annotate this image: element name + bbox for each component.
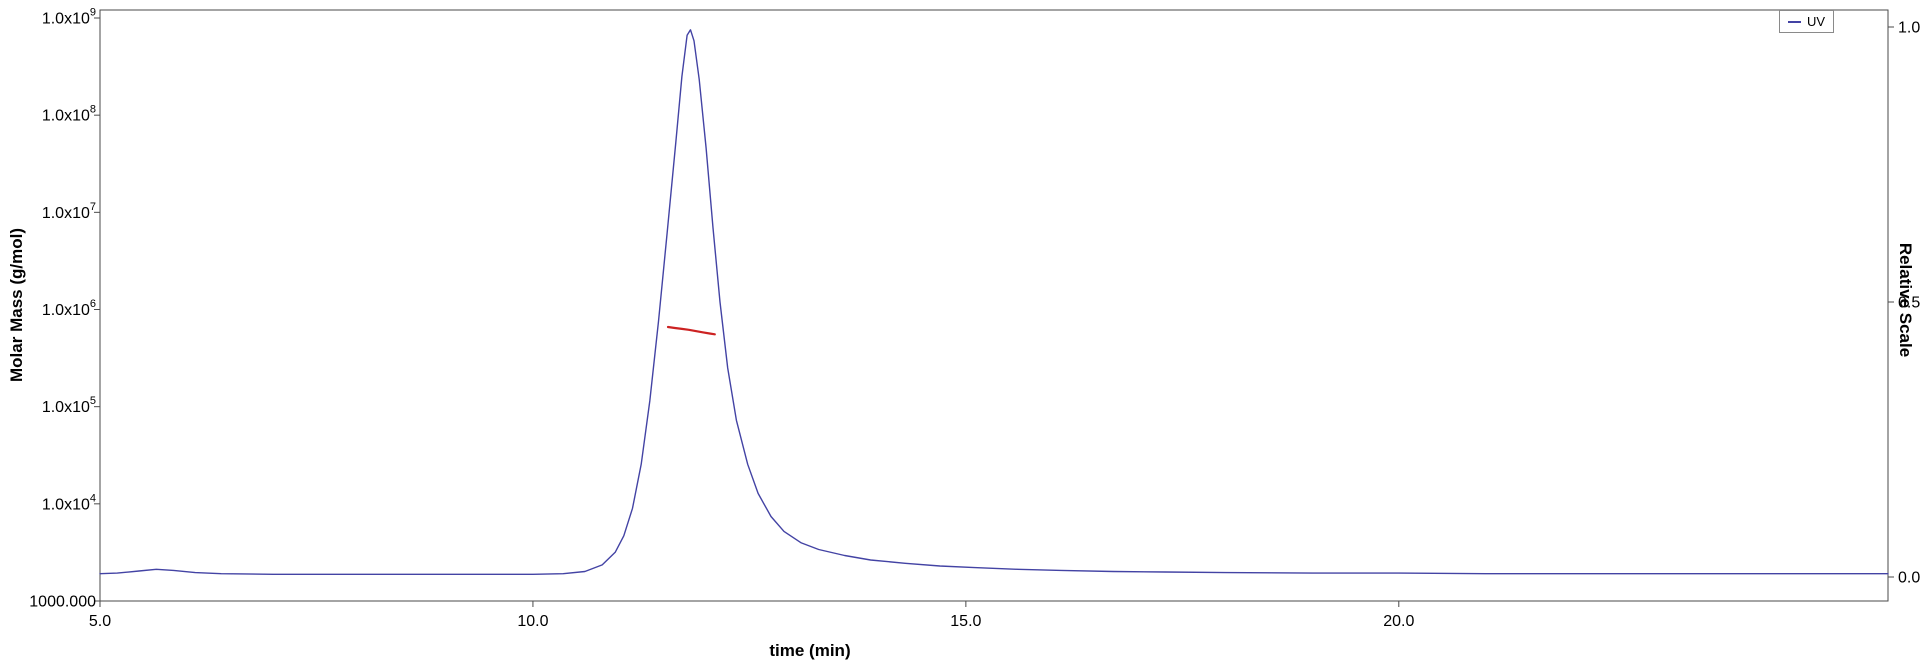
legend-entry-uv: UV — [1806, 14, 1825, 29]
legend-line-sample — [1787, 20, 1801, 23]
x-tick-label: 10.0 — [517, 613, 548, 630]
x-axis-title: time (min) — [769, 641, 851, 660]
series-uv — [99, 29, 1889, 575]
y-right-tick-label: 1.0 — [1898, 20, 1920, 37]
left-axis-title: Molar Mass (g/mol) — [7, 228, 26, 382]
series-molar-mass — [666, 325, 716, 336]
x-tick-label: 20.0 — [1383, 613, 1414, 630]
y-left-tick-label: 1.0x107 — [42, 201, 96, 222]
x-tick-label: 5.0 — [89, 613, 111, 630]
y-left-tick-label: 1.0x109 — [42, 7, 96, 28]
y-left-tick-label: 1.0x105 — [42, 395, 96, 416]
y-right-tick-label: 0.5 — [1898, 295, 1920, 312]
y-left-tick-label: 1.0x106 — [42, 298, 96, 319]
y-left-tick-label: 1000.000 — [29, 594, 96, 611]
legend: UV — [1778, 10, 1834, 33]
y-left-tick-label: 1.0x104 — [42, 492, 96, 513]
plot-border — [99, 9, 1889, 602]
x-tick-label: 15.0 — [950, 613, 981, 630]
right-axis-title: Relative Scale — [1896, 242, 1915, 358]
y-left-tick-label: 1.0x108 — [42, 104, 96, 125]
y-right-tick-label: 0.0 — [1898, 570, 1920, 587]
